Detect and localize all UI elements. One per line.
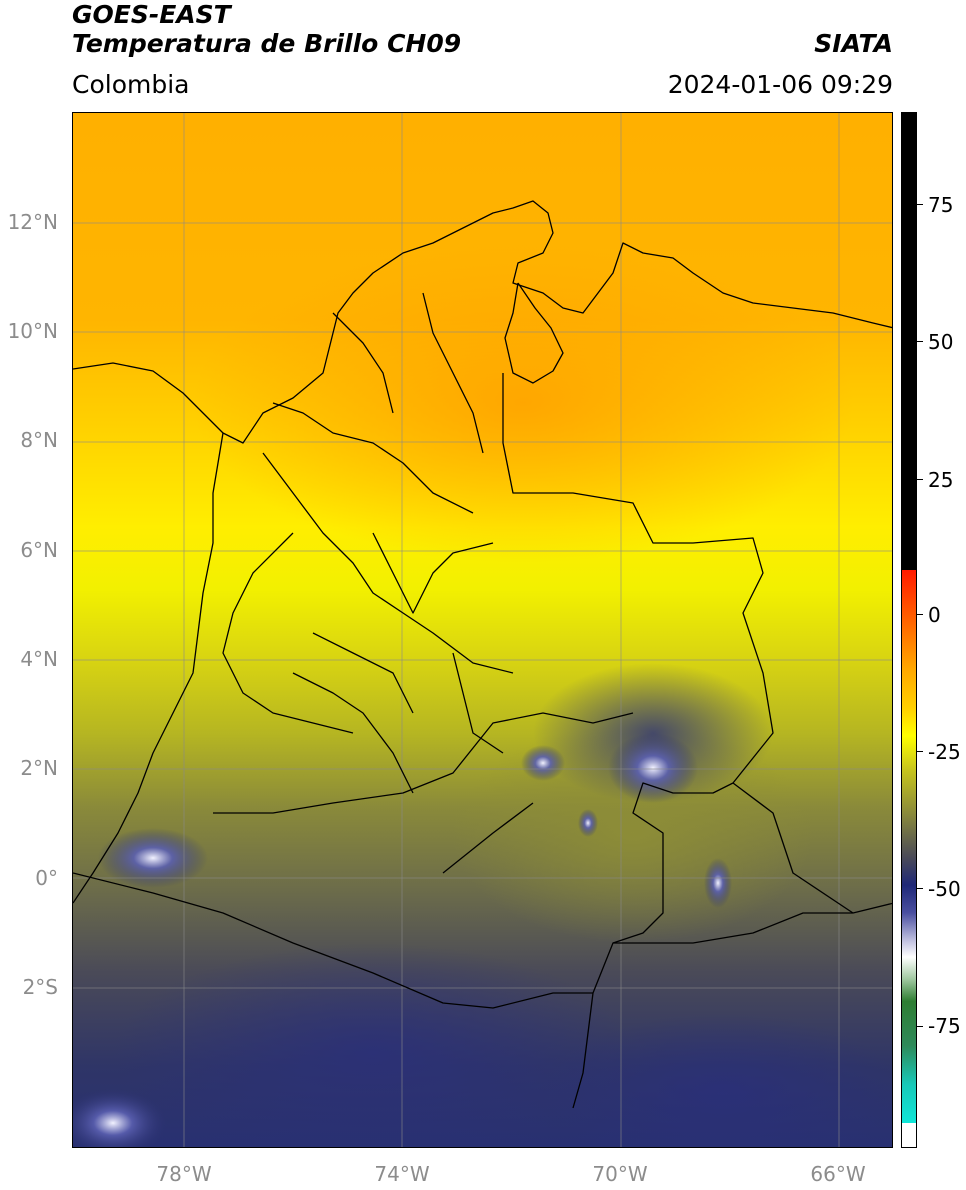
colorbar-label-m25: -25 [928, 740, 961, 764]
product-title: Temperatura de Brillo CH09 [72, 29, 462, 58]
lon-label-78w: 78°W [156, 1162, 212, 1186]
lat-label-8n: 8°N [20, 428, 58, 452]
lat-label-10n: 10°N [7, 319, 58, 343]
borders [73, 200, 892, 1109]
lat-label-2s: 2°S [22, 975, 58, 999]
timestamp-label: 2024-01-06 09:29 [667, 70, 893, 99]
brightness-temperature-field [73, 113, 892, 1147]
colorbar-tick [917, 204, 923, 205]
colorbar-tick [917, 479, 923, 480]
lat-label-12n: 12°N [7, 210, 58, 234]
colorbar-label-50: 50 [928, 330, 954, 354]
colorbar-label-75: 75 [928, 193, 954, 217]
lat-label-4n: 4°N [20, 647, 58, 671]
lon-label-66w: 66°W [810, 1162, 866, 1186]
organization-label: SIATA [814, 29, 893, 58]
lon-label-70w: 70°W [592, 1162, 648, 1186]
colorbar-scale [902, 113, 916, 1147]
colorbar-label-m50: -50 [928, 877, 961, 901]
lon-label-74w: 74°W [374, 1162, 430, 1186]
colorbar-tick [917, 1026, 923, 1027]
colorbar-tick [917, 751, 923, 752]
colorbar-tick [917, 614, 923, 615]
satellite-title: GOES-EAST [72, 0, 231, 29]
colorbar-label-0: 0 [928, 603, 941, 627]
lat-label-6n: 6°N [20, 538, 58, 562]
temperature-colorbar [901, 112, 917, 1148]
colorbar-tick [917, 341, 923, 342]
graticule [73, 113, 892, 1147]
lat-label-2n: 2°N [20, 756, 58, 780]
colorbar-label-m75: -75 [928, 1014, 961, 1038]
region-label: Colombia [72, 70, 190, 99]
satellite-map[interactable] [72, 112, 893, 1148]
lat-label-0: 0° [35, 866, 58, 890]
colorbar-label-25: 25 [928, 468, 954, 492]
colorbar-tick [917, 888, 923, 889]
